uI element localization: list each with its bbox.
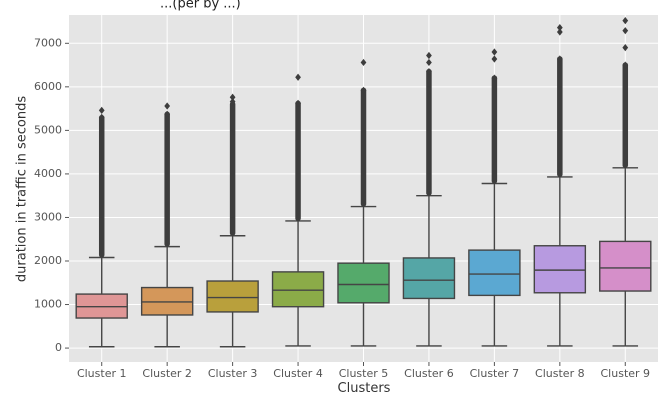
outlier-point xyxy=(98,106,105,114)
x-tick-label: Cluster 3 xyxy=(208,367,258,380)
box-group xyxy=(75,106,128,348)
outlier-point xyxy=(622,27,629,35)
outlier-point xyxy=(556,24,563,32)
x-axis-label: Clusters xyxy=(338,381,391,396)
box-group xyxy=(140,102,194,348)
outlier-point xyxy=(98,113,105,121)
box-iqr xyxy=(599,240,652,292)
y-tick-label: 1000 xyxy=(34,298,62,311)
outlier-point xyxy=(229,93,236,101)
outlier-point xyxy=(426,58,432,67)
box-group xyxy=(402,51,456,347)
x-tick-label: Cluster 2 xyxy=(142,367,192,380)
box-iqr xyxy=(271,271,325,308)
box-iqr xyxy=(206,280,259,313)
outlier-point xyxy=(556,55,563,63)
outlier-point xyxy=(360,58,367,67)
box-group xyxy=(468,48,521,347)
box-iqr xyxy=(402,257,456,300)
box-iqr xyxy=(337,262,390,304)
outlier-point xyxy=(622,61,629,69)
outlier-point xyxy=(360,86,367,94)
x-tick-label: Cluster 7 xyxy=(470,367,520,380)
y-tick-label: 2000 xyxy=(34,254,62,267)
chart-title: ...(per by ...) xyxy=(160,0,241,12)
outlier-point xyxy=(164,110,171,118)
outlier-point xyxy=(491,74,498,82)
x-tick-label: Cluster 6 xyxy=(404,367,454,380)
outlier-point xyxy=(295,73,301,81)
y-tick-label: 3000 xyxy=(34,210,62,223)
y-tick-label: 6000 xyxy=(34,80,62,93)
y-axis-label: duration in traffic in seconds xyxy=(15,96,30,282)
outlier-point xyxy=(426,51,432,60)
y-tick-label: 7000 xyxy=(34,36,62,49)
outlier-point xyxy=(295,99,301,107)
outlier-point xyxy=(491,48,498,56)
box-group xyxy=(271,73,325,347)
outlier-point xyxy=(491,55,498,63)
x-tick-label: Cluster 5 xyxy=(339,367,389,380)
outlier-point xyxy=(622,17,629,25)
box-iqr xyxy=(468,249,521,297)
outlier-point xyxy=(556,28,563,36)
y-tick-label: 4000 xyxy=(34,167,62,180)
box-iqr xyxy=(533,245,587,294)
x-tick-label: Cluster 4 xyxy=(273,367,323,380)
x-tick-label: Cluster 1 xyxy=(77,367,127,380)
outlier-point xyxy=(426,67,432,76)
box-group xyxy=(599,17,652,347)
y-tick-label: 0 xyxy=(55,341,62,354)
outlier-point xyxy=(164,102,171,110)
box-group xyxy=(533,24,587,347)
outlier-point xyxy=(229,98,236,106)
x-tick-label: Cluster 8 xyxy=(535,367,585,380)
box-group xyxy=(206,93,259,348)
x-tick-label: Cluster 9 xyxy=(601,367,651,380)
outlier-point xyxy=(622,44,629,52)
y-tick-label: 5000 xyxy=(34,123,62,136)
box-group xyxy=(337,58,390,347)
